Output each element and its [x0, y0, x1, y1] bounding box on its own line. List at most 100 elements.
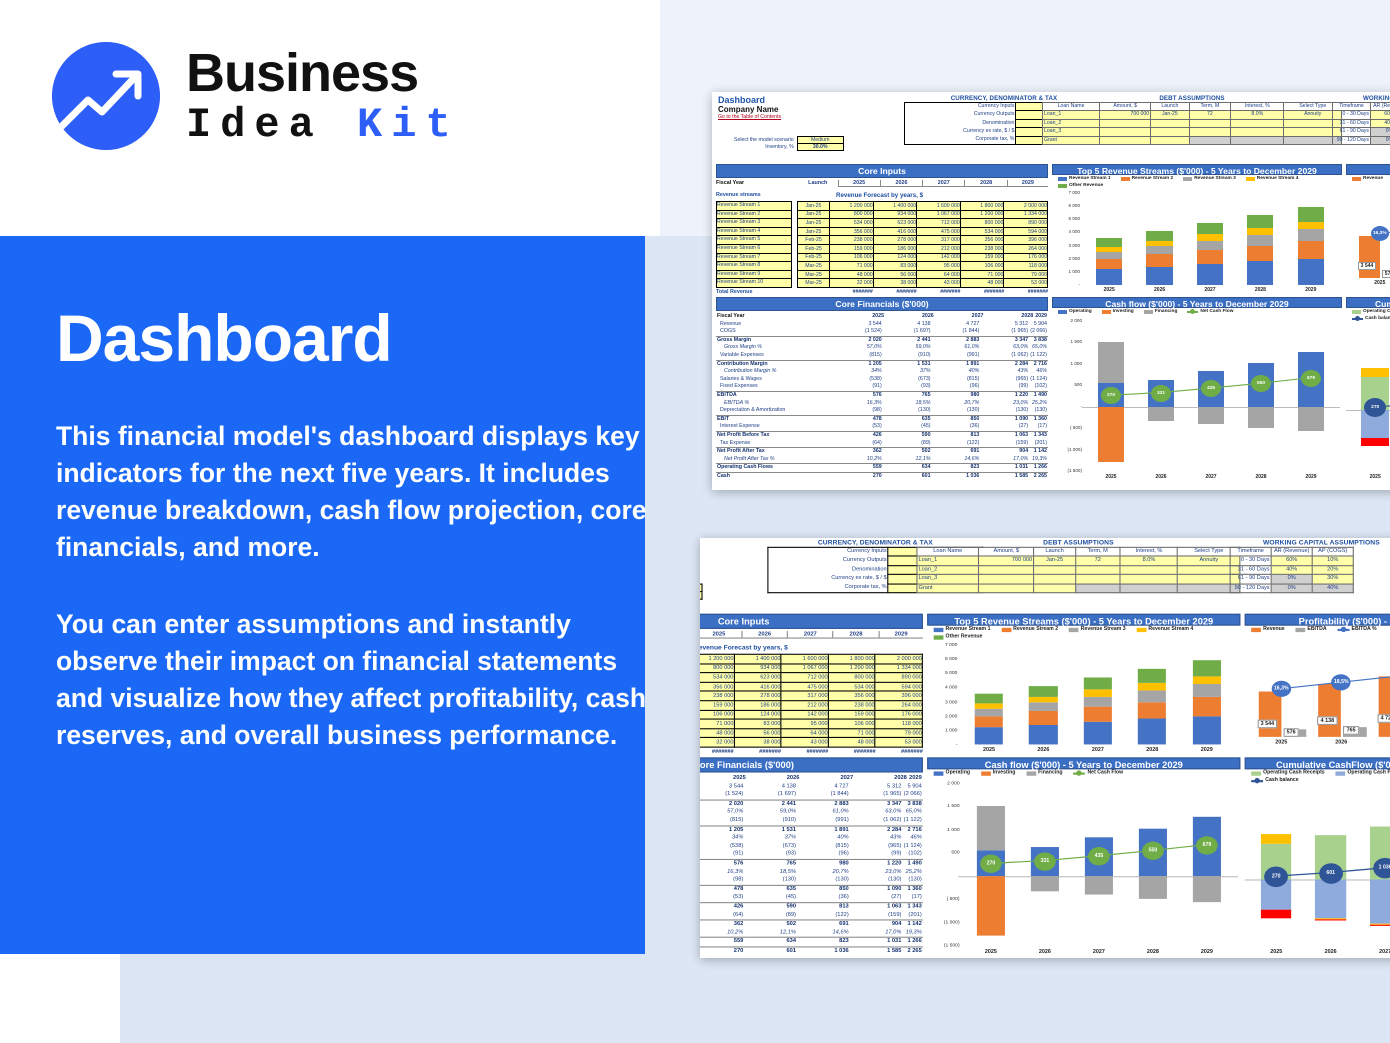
stream-launch[interactable]: Feb-25	[797, 252, 830, 263]
debt-cell[interactable]	[1099, 127, 1152, 137]
wc-cell[interactable]: 40%	[1270, 564, 1313, 576]
stream-value[interactable]: 623 000	[872, 218, 918, 228]
scenario-inputs[interactable]: Select the model scenario Medium Invento…	[700, 583, 735, 600]
inventory-value[interactable]: 30.0%	[796, 143, 844, 151]
toc-link[interactable]: Go to the Table of Contents	[718, 114, 782, 120]
debt-cell[interactable]: 72	[1074, 555, 1121, 567]
stream-name[interactable]: Revenue Stream 8	[716, 261, 792, 271]
inventory-value[interactable]: 30.0%	[700, 591, 703, 600]
stream-name[interactable]: Revenue Stream 9	[716, 269, 792, 280]
stream-value[interactable]: 1 800 000	[827, 653, 876, 665]
debt-cell[interactable]	[1188, 127, 1232, 137]
debt-cell[interactable]	[1188, 135, 1232, 146]
chart-revenue-streams[interactable]: Top 5 Revenue Streams ($'000) - 5 Years …	[1052, 164, 1342, 293]
stream-value[interactable]: 95 000	[780, 718, 829, 730]
stream-value[interactable]: 800 000	[829, 209, 874, 220]
stream-name[interactable]: Revenue Stream 5	[716, 235, 792, 245]
stream-launch[interactable]: Jan-25	[797, 209, 830, 220]
debt-cell[interactable]	[1119, 574, 1179, 585]
wc-cell[interactable]: 61 - 90 Days	[1229, 574, 1272, 585]
stream-value[interactable]: 106 000	[700, 709, 735, 720]
wc-cell[interactable]: 0%	[1270, 574, 1313, 585]
stream-value[interactable]: 238 000	[959, 243, 1005, 254]
stream-value[interactable]: 317 000	[780, 690, 829, 702]
scenario-value[interactable]: Medium	[700, 583, 703, 593]
stream-value[interactable]: 238 000	[827, 700, 876, 711]
stream-value[interactable]: 1 067 000	[780, 663, 829, 674]
stream-value[interactable]: 356 000	[827, 690, 876, 702]
debt-cell[interactable]	[1230, 127, 1285, 137]
stream-value[interactable]: 1 800 000	[959, 201, 1005, 211]
stream-value[interactable]: 890 000	[874, 672, 923, 683]
debt-cell[interactable]	[1119, 583, 1179, 594]
wc-cell[interactable]: 10%	[1311, 555, 1354, 567]
stream-value[interactable]: 38 000	[872, 278, 918, 288]
stream-value[interactable]: 106 000	[829, 252, 874, 263]
stream-value[interactable]: 79 000	[1003, 269, 1048, 280]
stream-value[interactable]: 356 000	[700, 681, 735, 692]
wc-cell[interactable]: 90 - 120 Days	[1332, 135, 1371, 146]
stream-value[interactable]: 800 000	[700, 663, 735, 674]
wc-cell[interactable]: 0 - 30 Days	[1332, 110, 1371, 120]
dashboard-screenshot-bottom[interactable]: Dashboard Company Name Go to the Table o…	[700, 538, 1390, 958]
stream-value[interactable]: 1 200 000	[959, 209, 1005, 220]
stream-value[interactable]: 2 000 000	[1003, 201, 1048, 211]
debt-cell[interactable]	[1150, 135, 1190, 146]
stream-value[interactable]: 53 000	[1003, 278, 1048, 288]
stream-value[interactable]: 71 000	[700, 718, 735, 730]
chart-cash-flow[interactable]: Cash flow ($'000) - 5 Years to December …	[1052, 297, 1342, 487]
stream-value[interactable]: 934 000	[872, 209, 918, 220]
debt-cell[interactable]: Loan_3	[1041, 127, 1101, 137]
stream-name[interactable]: Revenue Stream 1	[716, 201, 792, 211]
dashboard-screenshot-top[interactable]: Dashboard Company Name Go to the Table o…	[712, 92, 1390, 490]
debt-cell[interactable]	[978, 583, 1035, 594]
debt-cell[interactable]	[978, 574, 1035, 585]
wc-cell[interactable]: 0%	[1370, 127, 1390, 137]
stream-launch[interactable]: Feb-25	[797, 235, 830, 245]
stream-value[interactable]: 416 000	[872, 226, 918, 237]
stream-value[interactable]: 594 000	[874, 681, 923, 692]
stream-value[interactable]: 95 000	[916, 261, 961, 271]
stream-name[interactable]: Revenue Stream 7	[716, 252, 792, 263]
stream-launch[interactable]: Mar-25	[797, 278, 830, 288]
stream-value[interactable]: 124 000	[733, 709, 782, 720]
stream-value[interactable]: 534 000	[959, 226, 1005, 237]
stream-value[interactable]: 118 000	[874, 718, 923, 730]
chart-cash-flow[interactable]: Cash flow ($'000) - 5 Years to December …	[927, 757, 1241, 958]
stream-value[interactable]: 48 000	[827, 737, 876, 748]
stream-launch[interactable]: Mar-25	[797, 261, 830, 271]
debt-cell[interactable]: Loan_2	[1041, 118, 1101, 129]
wc-cell[interactable]: 60%	[1270, 555, 1313, 567]
stream-name[interactable]: Revenue Stream 2	[716, 209, 792, 220]
chart-revenue-streams[interactable]: Top 5 Revenue Streams ($'000) - 5 Years …	[927, 613, 1241, 753]
stream-value[interactable]: 1 200 000	[827, 663, 876, 674]
stream-value[interactable]: 1 600 000	[916, 201, 961, 211]
stream-value[interactable]: 416 000	[733, 681, 782, 692]
stream-value[interactable]: 159 000	[959, 252, 1005, 263]
debt-cell[interactable]: 72	[1188, 110, 1232, 120]
stream-value[interactable]: 278 000	[733, 690, 782, 702]
stream-value[interactable]: 142 000	[780, 709, 829, 720]
stream-value[interactable]: 1 200 000	[829, 201, 874, 211]
chart-cumulative-cashflow[interactable]: Cumulative CashFlow ($'000) - 5 Years to…	[1244, 757, 1390, 958]
debt-cell[interactable]: Loan_1	[916, 555, 980, 567]
stream-value[interactable]: 264 000	[1003, 243, 1048, 254]
stream-value[interactable]: 48 000	[959, 278, 1005, 288]
stream-value[interactable]: 71 000	[827, 727, 876, 739]
stream-value[interactable]: 1 200 000	[700, 653, 735, 665]
stream-launch[interactable]: Jan-25	[797, 218, 830, 228]
stream-value[interactable]: 800 000	[959, 218, 1005, 228]
stream-value[interactable]: 159 000	[700, 700, 735, 711]
debt-cell[interactable]: 700 000	[1099, 110, 1152, 120]
debt-cell[interactable]	[1033, 574, 1076, 585]
stream-value[interactable]: 142 000	[916, 252, 961, 263]
stream-value[interactable]: 2 000 000	[874, 653, 923, 665]
stream-value[interactable]: 56 000	[872, 269, 918, 280]
wc-cell[interactable]: 60%	[1370, 110, 1390, 120]
debt-cell[interactable]	[1033, 564, 1076, 576]
wc-cell[interactable]: 31 - 60 Days	[1229, 564, 1272, 576]
debt-cell[interactable]	[1119, 564, 1179, 576]
debt-cell[interactable]	[1074, 583, 1121, 594]
stream-value[interactable]: 1 334 000	[1003, 209, 1048, 220]
stream-value[interactable]: 186 000	[733, 700, 782, 711]
